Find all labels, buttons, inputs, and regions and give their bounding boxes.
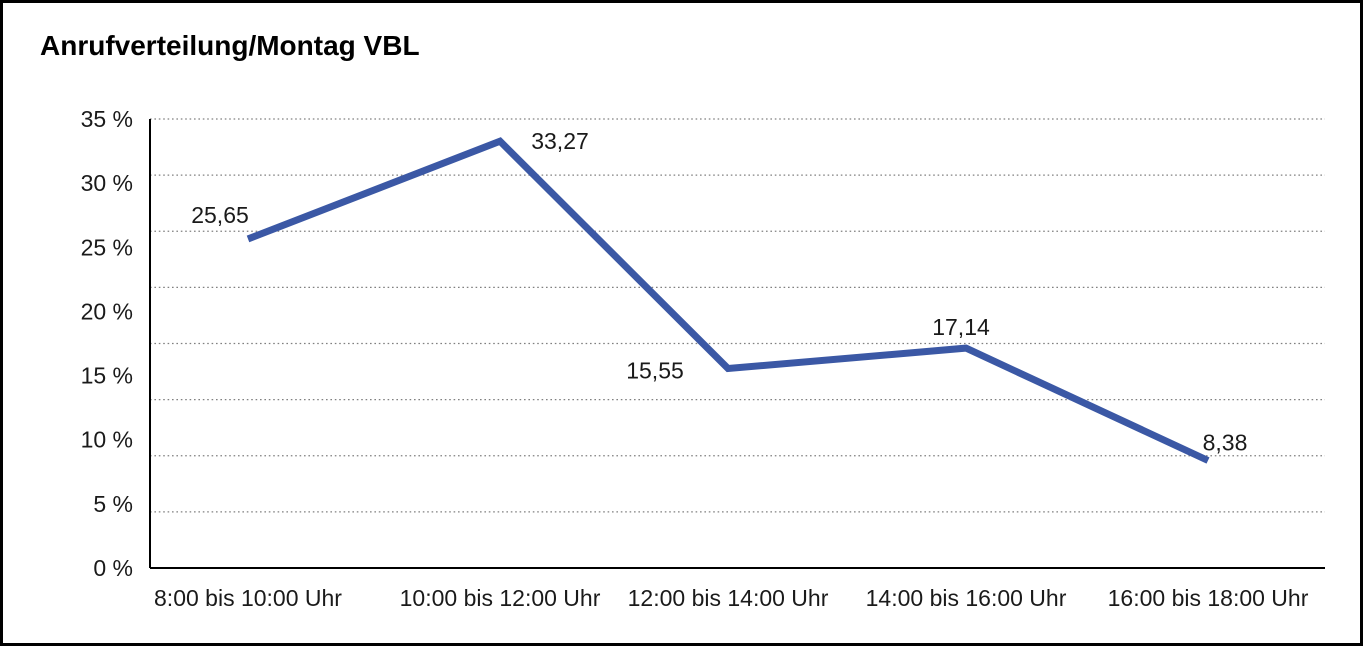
- point-label: 17,14: [932, 314, 990, 340]
- x-tick-label: 8:00 bis 10:00 Uhr: [154, 585, 342, 611]
- chart-title: Anrufverteilung/Montag VBL: [40, 30, 420, 61]
- y-tick-label: 10 %: [81, 427, 133, 453]
- point-label: 15,55: [626, 358, 684, 384]
- x-tick-label: 10:00 bis 12:00 Uhr: [400, 585, 601, 611]
- point-label: 33,27: [531, 128, 589, 154]
- line-chart: 0 % 5 % 10 % 15 % 20 % 25 % 30 % 35 % 8:00 bis 1…: [81, 106, 1325, 611]
- x-tick-label: 14:00 bis 16:00 Uhr: [866, 585, 1067, 611]
- y-tick-label: 0 %: [93, 555, 133, 581]
- point-label: 8,38: [1203, 429, 1248, 455]
- y-tick-label: 15 %: [81, 363, 133, 389]
- x-tick-label: 12:00 bis 14:00 Uhr: [628, 585, 829, 611]
- y-tick-label: 20 %: [81, 298, 133, 324]
- y-tick-label: 35 %: [81, 106, 133, 132]
- series-line: [246, 137, 1210, 464]
- y-tick-label: 5 %: [93, 491, 133, 517]
- x-tick-label: 16:00 bis 18:00 Uhr: [1108, 585, 1309, 611]
- point-label: 25,65: [191, 202, 249, 228]
- y-tick-label: 30 %: [81, 170, 133, 196]
- y-tick-label: 25 %: [81, 234, 133, 260]
